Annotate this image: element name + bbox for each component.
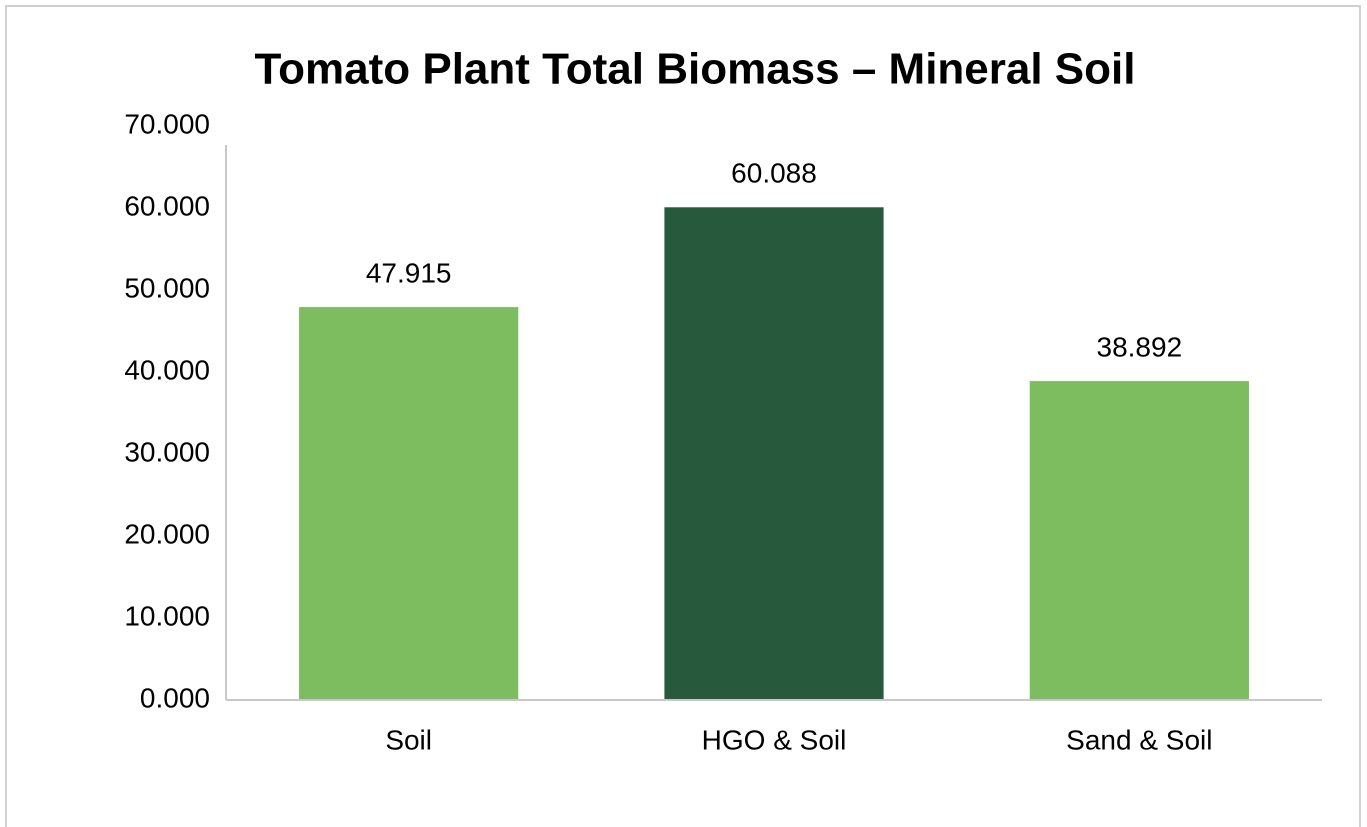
- y-tick-label: 20.000: [124, 518, 210, 549]
- value-label: 60.088: [731, 158, 817, 189]
- y-tick-label: 50.000: [124, 272, 210, 303]
- bar: [299, 307, 519, 700]
- value-label: 47.915: [366, 257, 452, 288]
- x-tick-label: HGO & Soil: [702, 724, 847, 755]
- chart-title: Tomato Plant Total Biomass – Mineral Soi…: [255, 45, 1136, 94]
- value-label: 38.892: [1097, 331, 1183, 362]
- x-tick-label: Soil: [385, 724, 432, 755]
- x-tick-label: Sand & Soil: [1066, 724, 1212, 755]
- y-tick-label: 30.000: [124, 436, 210, 467]
- y-tick-label: 10.000: [124, 600, 210, 631]
- bar: [1029, 381, 1249, 700]
- bar: [664, 207, 884, 701]
- y-tick-label: 40.000: [124, 354, 210, 385]
- y-tick-label: 60.000: [124, 190, 210, 221]
- y-tick-label: 70.000: [124, 108, 210, 139]
- y-tick-label: 0.000: [140, 682, 210, 713]
